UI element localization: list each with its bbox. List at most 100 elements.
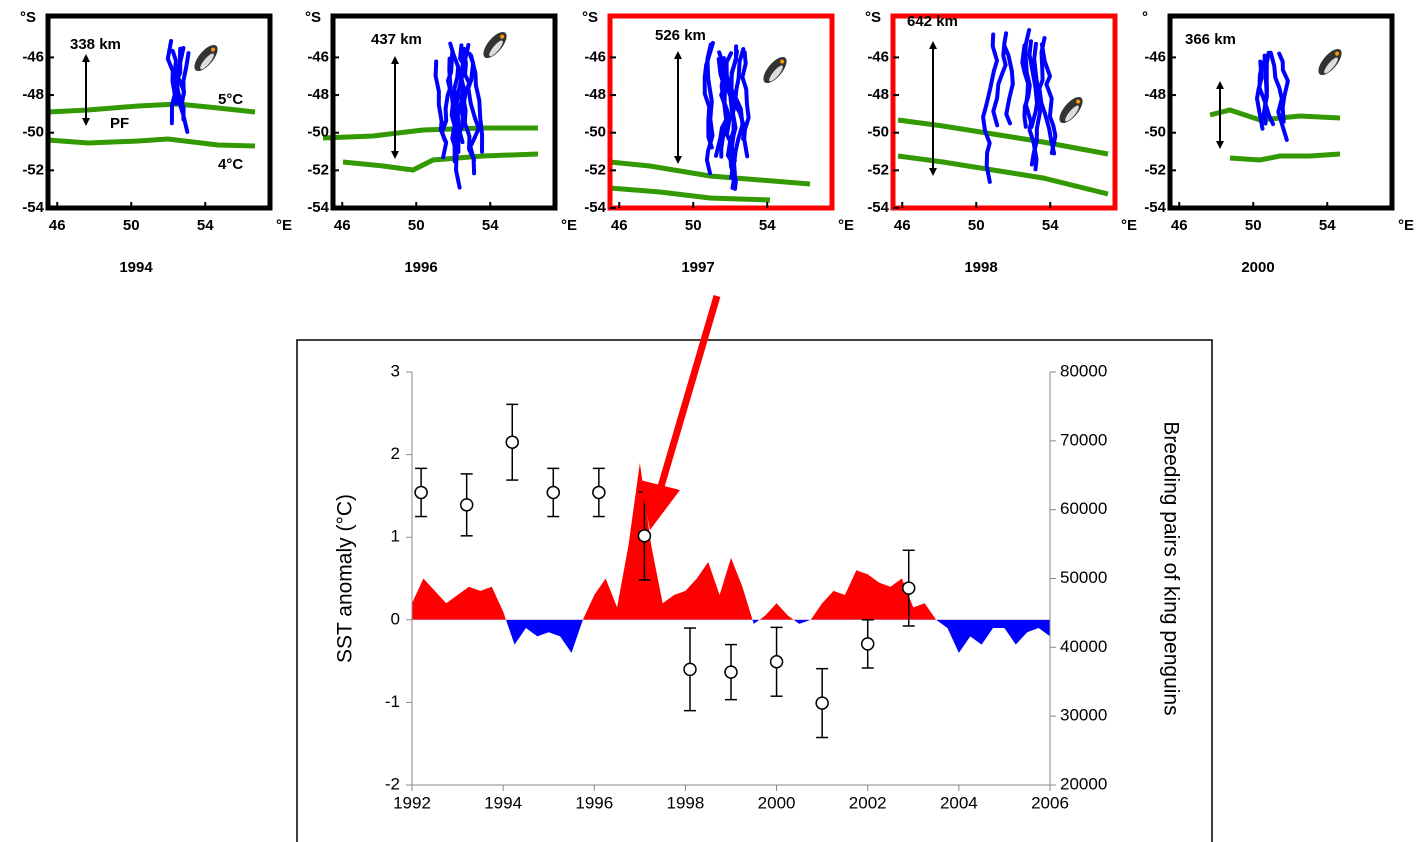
map-panels: -54 -52 -50 -48 -46 46 50 54 °S °E 338 km 5°C PF 4°C 1…	[20, 9, 1414, 276]
x-tick-label: 2006	[1031, 793, 1069, 812]
y-unit: °S	[305, 9, 321, 26]
breeding-point	[637, 529, 652, 543]
foraging-track	[1277, 51, 1290, 124]
y-tick-label: -50	[307, 124, 329, 141]
penguin-body	[1059, 96, 1083, 124]
foraging-track	[1022, 28, 1032, 129]
penguin-icon	[1318, 48, 1342, 76]
y-tick-label: -48	[22, 86, 44, 103]
distance-label: 338 km	[70, 36, 121, 53]
foraging-track	[1257, 60, 1276, 127]
breeding-point	[592, 485, 606, 500]
breeding-point	[769, 655, 784, 669]
panel-title: 2000	[1241, 259, 1274, 276]
x-tick-label: 46	[1171, 217, 1188, 234]
x-unit: °E	[1121, 217, 1137, 234]
penguin-patch	[780, 59, 785, 64]
front-line	[609, 159, 811, 187]
map-frame	[330, 13, 558, 211]
x-tick-label: 54	[482, 217, 499, 234]
x-tick-label: 2000	[758, 793, 796, 812]
foraging-track	[1268, 50, 1289, 142]
penguin-patch	[500, 34, 505, 39]
x-tick-label: 54	[759, 217, 776, 234]
x-tick-label: 1998	[667, 793, 705, 812]
penguin-body	[1318, 48, 1342, 76]
y-tick-label: -48	[1144, 86, 1166, 103]
foraging-track	[165, 39, 177, 126]
penguin-patch	[1335, 51, 1340, 56]
y-unit: °S	[20, 9, 36, 26]
y-tick-label: -2	[385, 774, 400, 793]
foraging-track	[1027, 39, 1043, 167]
breeding-point	[505, 435, 520, 449]
foraging-track	[1029, 41, 1041, 129]
y-tick-label: -48	[584, 86, 606, 103]
panel-title: 1998	[964, 259, 997, 276]
foraging-track	[714, 57, 729, 158]
sst-area-negative	[412, 619, 1050, 653]
x-tick-label: 54	[197, 217, 214, 234]
breeding-point	[414, 485, 428, 500]
y-tick-label: -54	[584, 199, 606, 216]
y-tick-label: -46	[307, 48, 329, 65]
penguin-belly	[769, 65, 783, 82]
distance-label: 526 km	[655, 27, 706, 44]
breeding-point	[546, 485, 561, 500]
front-line	[1209, 107, 1341, 123]
penguin-icon	[763, 56, 787, 84]
y-tick-label: -50	[867, 124, 889, 141]
panel-title: 1994	[119, 259, 153, 276]
x-tick-label: 46	[611, 217, 628, 234]
foraging-track	[1039, 42, 1058, 155]
y-tick-label: -48	[867, 86, 889, 103]
x-tick-label: 46	[894, 217, 911, 234]
map-panel: -54 -52 -50 -48 -46 46 50 54 °S °E 437 km 1996	[305, 9, 577, 276]
y-unit: °	[1142, 9, 1148, 26]
y-tick-label: -46	[1144, 48, 1166, 65]
y-axis-label: SST anomaly (°C)	[334, 494, 357, 663]
y-tick-label: -50	[584, 124, 606, 141]
foraging-track	[172, 46, 190, 134]
x-tick-label: 46	[334, 217, 351, 234]
foraging-track	[448, 41, 465, 145]
breeding-point	[724, 665, 738, 679]
y-tick-label: -52	[584, 161, 606, 178]
y-tick-label: -54	[22, 199, 44, 216]
y2-tick-label: 30000	[1060, 706, 1107, 725]
penguin-icon	[483, 31, 507, 59]
front-line	[47, 136, 256, 149]
penguin-belly	[489, 40, 503, 57]
y2-tick-label: 20000	[1060, 774, 1107, 793]
front-label: PF	[110, 115, 129, 132]
penguin-patch	[211, 47, 216, 52]
front-line	[609, 185, 771, 203]
penguin-body	[763, 56, 787, 84]
y-tick-label: -46	[584, 48, 606, 65]
x-tick-label: 2002	[849, 793, 887, 812]
x-tick-label: 50	[685, 217, 702, 234]
penguin-icon	[1059, 96, 1083, 124]
breeding-point	[860, 637, 875, 651]
penguin-belly	[1065, 105, 1079, 122]
y-tick-label: 3	[391, 361, 400, 380]
y-tick-label: 2	[391, 444, 400, 463]
distance-label: 366 km	[1185, 31, 1236, 48]
map-panel: -54 -52 -50 -48 -46 46 50 54 °S °E 642 km 1998	[865, 9, 1137, 276]
penguin-icon	[194, 44, 218, 72]
breeding-point	[459, 498, 474, 512]
front-line	[897, 153, 1109, 197]
x-tick-label: 1996	[575, 793, 613, 812]
front-label: 4°C	[218, 156, 243, 173]
y2-tick-label: 80000	[1060, 361, 1107, 380]
foraging-track	[981, 32, 999, 184]
x-tick-label: 54	[1319, 217, 1336, 234]
y-tick-label: -54	[867, 199, 889, 216]
front-line	[897, 117, 1109, 157]
y-tick-label: -46	[867, 48, 889, 65]
x-tick-label: 50	[968, 217, 985, 234]
x-tick-label: 54	[1042, 217, 1059, 234]
panel-title: 1996	[404, 259, 437, 276]
distance-label: 642 km	[907, 13, 958, 30]
